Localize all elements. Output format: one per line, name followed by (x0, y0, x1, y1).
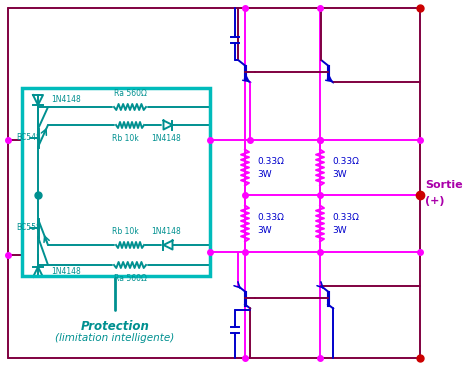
Text: 3W: 3W (257, 226, 272, 235)
Text: 0.33Ω: 0.33Ω (332, 157, 359, 166)
Text: 0.33Ω: 0.33Ω (332, 213, 359, 222)
Text: BC548: BC548 (16, 134, 41, 142)
Text: Rb 10k: Rb 10k (111, 134, 138, 143)
Text: 0.33Ω: 0.33Ω (257, 213, 284, 222)
Text: BC558: BC558 (16, 224, 41, 232)
Text: 0.33Ω: 0.33Ω (257, 157, 284, 166)
Text: 1N4148: 1N4148 (151, 227, 181, 236)
Text: 1N4148: 1N4148 (51, 96, 81, 105)
Text: Ra 560Ω: Ra 560Ω (114, 274, 146, 283)
Text: 3W: 3W (257, 170, 272, 179)
Text: 1N4148: 1N4148 (151, 134, 181, 143)
Text: Protection: Protection (81, 320, 149, 333)
Text: 3W: 3W (332, 226, 346, 235)
Text: Rb 10k: Rb 10k (111, 227, 138, 236)
Text: (limitation intelligente): (limitation intelligente) (55, 333, 174, 343)
Text: Ra 560Ω: Ra 560Ω (114, 89, 146, 98)
Text: Sortie: Sortie (425, 180, 463, 190)
Text: 3W: 3W (332, 170, 346, 179)
Text: 1N4148: 1N4148 (51, 267, 81, 276)
Text: (+): (+) (425, 196, 445, 206)
